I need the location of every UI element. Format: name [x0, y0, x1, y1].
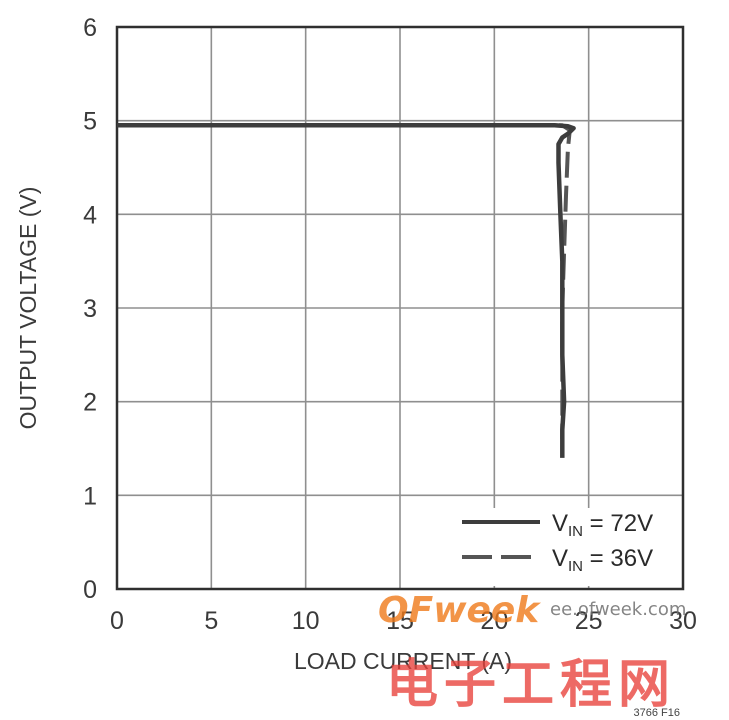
- watermark-url: ee.ofweek.com: [550, 599, 686, 620]
- x-tick-label: 5: [204, 607, 218, 635]
- watermark: OFweek ee.ofweek.com 电子工程网: [378, 590, 686, 715]
- legend-label-72v: VIN = 72V: [552, 510, 653, 540]
- legend-label-36v: VIN = 36V: [552, 545, 653, 575]
- figure-id: 3766 F16: [634, 707, 680, 719]
- x-tick-label: 20: [480, 607, 508, 635]
- x-axis-label: LOAD CURRENT (A): [294, 648, 512, 674]
- plot-frame: [115, 25, 685, 591]
- y-tick-label: 2: [83, 389, 97, 417]
- y-tick-label: 3: [83, 295, 97, 323]
- x-tick-label: 10: [292, 607, 320, 635]
- y-axis-ticks: 0 1 2 3 4 5 6: [83, 14, 97, 604]
- grid: [117, 27, 683, 589]
- legend: VIN = 72V VIN = 36V: [452, 508, 678, 586]
- y-tick-label: 0: [83, 576, 97, 604]
- y-tick-label: 4: [83, 201, 97, 229]
- watermark-logo: OFweek: [378, 590, 541, 631]
- x-tick-label: 0: [110, 607, 124, 635]
- x-tick-label: 15: [386, 607, 414, 635]
- series-lines: [117, 123, 576, 458]
- series-line-vin-36v: [117, 123, 572, 440]
- y-tick-label: 6: [83, 14, 97, 42]
- watermark-chinese: 电子工程网: [386, 655, 676, 715]
- x-tick-label: 30: [669, 607, 697, 635]
- y-axis-label: OUTPUT VOLTAGE (V): [15, 187, 41, 430]
- series-line-vin-72v: [117, 123, 576, 458]
- y-tick-label: 1: [83, 482, 97, 510]
- x-tick-label: 25: [575, 607, 603, 635]
- y-tick-label: 5: [83, 108, 97, 136]
- x-axis-ticks: 0 5 10 15 20 25 30: [110, 607, 697, 635]
